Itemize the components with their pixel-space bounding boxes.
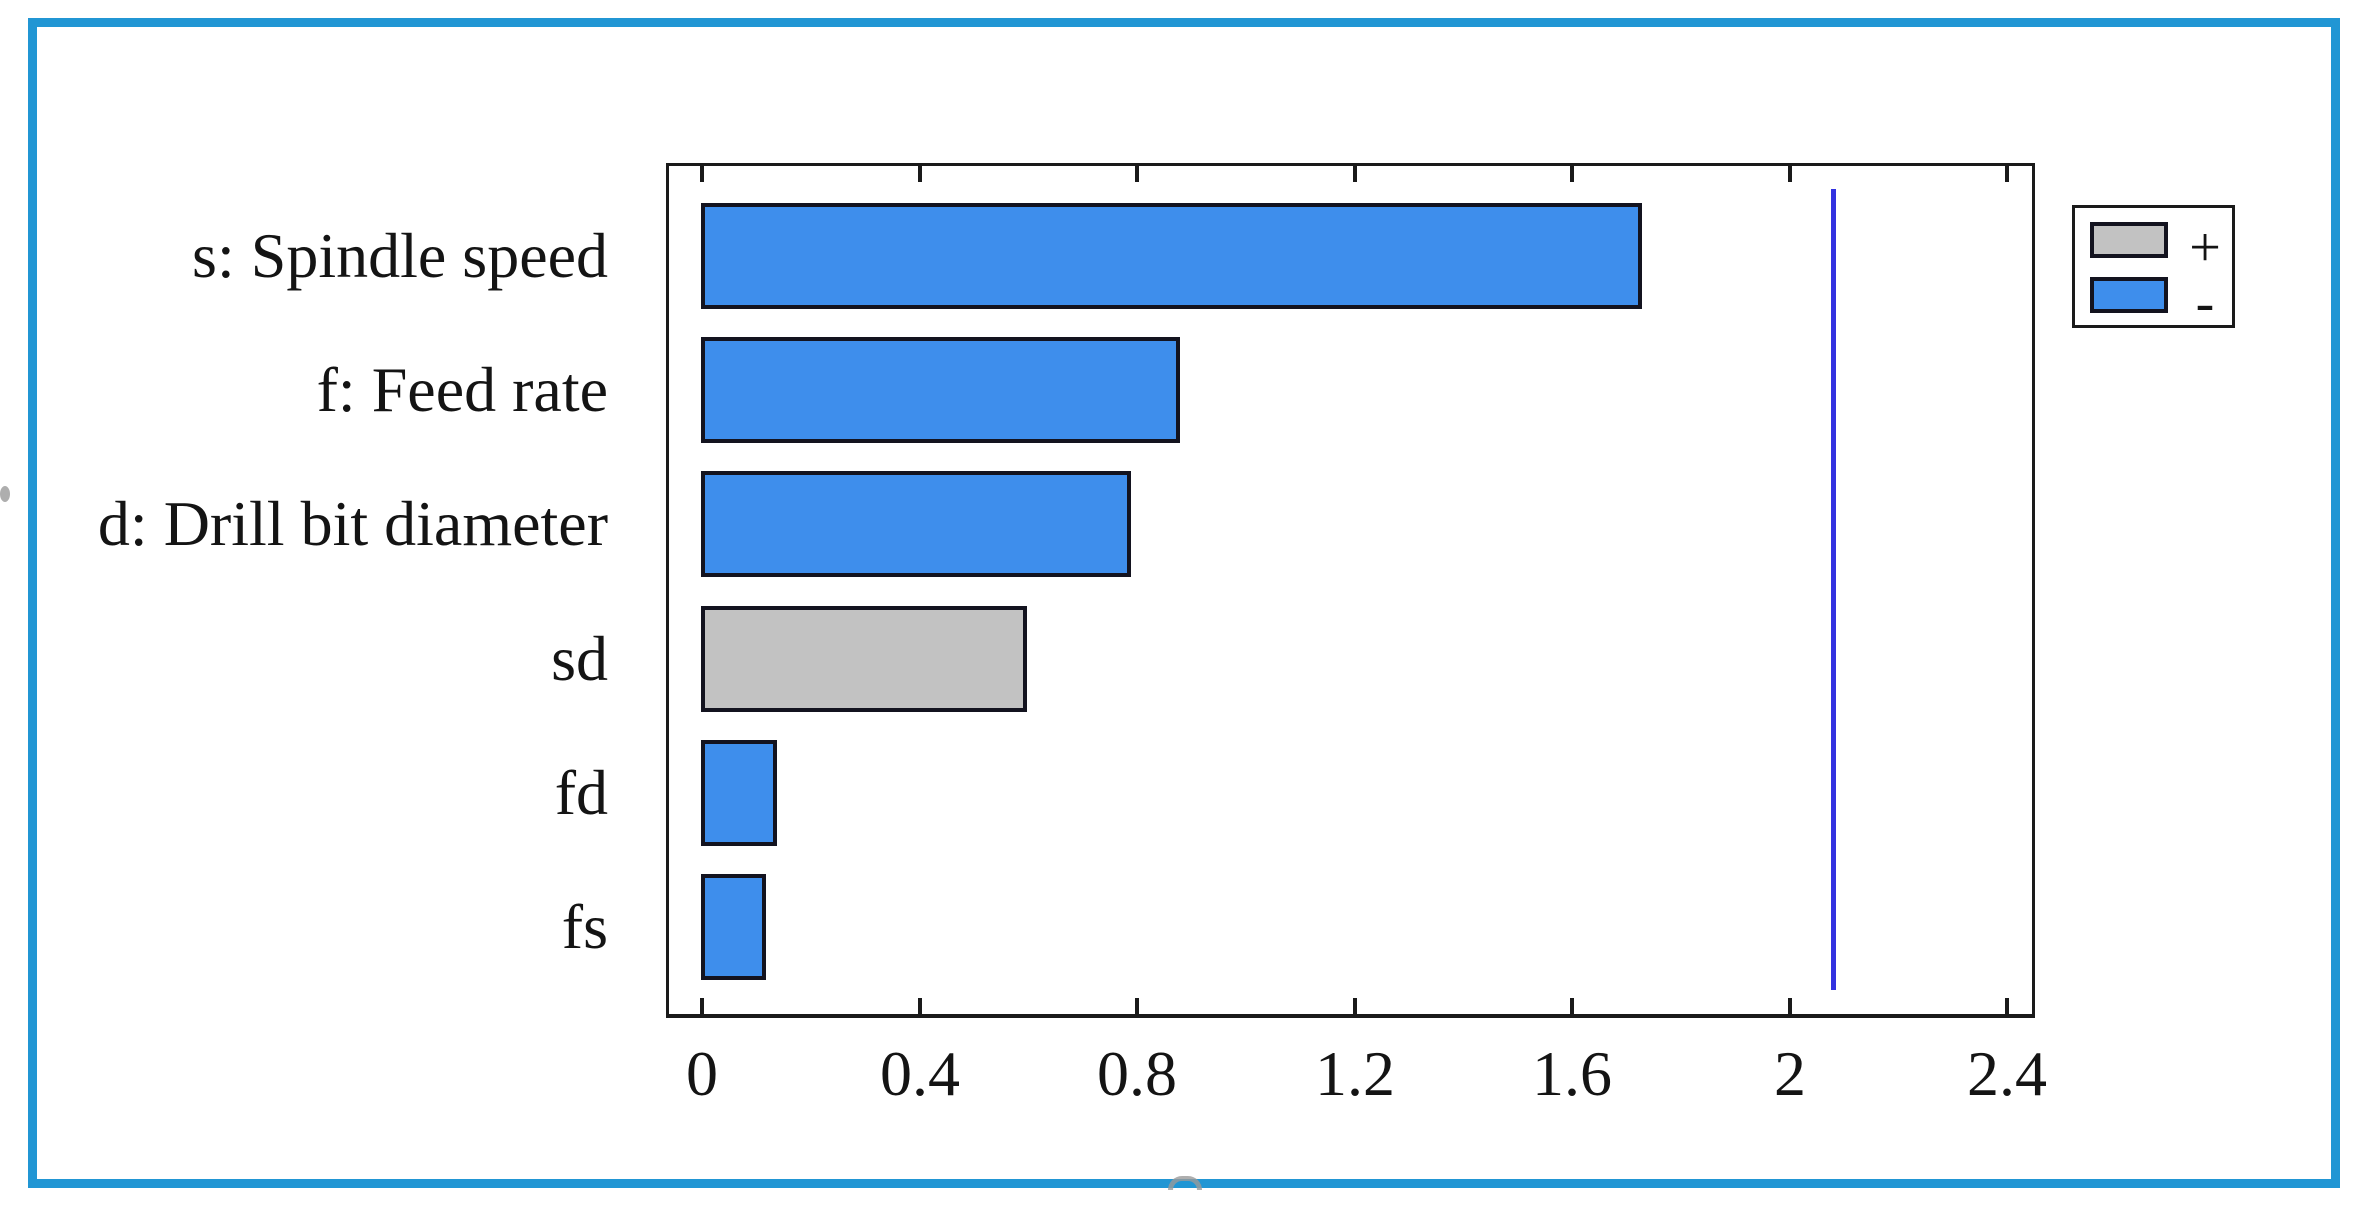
category-label-1: f: Feed rate <box>316 354 608 425</box>
x-tick-bottom-4 <box>1570 998 1574 1014</box>
x-tick-top-2 <box>1135 166 1139 182</box>
x-tick-top-0 <box>700 166 704 182</box>
legend-label-plus: + <box>2189 217 2221 279</box>
bar-5 <box>701 874 766 980</box>
x-tick-label-1: 0.4 <box>880 1038 960 1109</box>
legend-swatch-minus <box>2090 277 2168 313</box>
x-tick-bottom-1 <box>918 998 922 1014</box>
x-tick-label-6: 2.4 <box>1967 1038 2047 1109</box>
x-tick-top-4 <box>1570 166 1574 182</box>
x-tick-top-5 <box>1788 166 1792 182</box>
x-tick-bottom-5 <box>1788 998 1792 1014</box>
x-tick-bottom-6 <box>2005 998 2009 1014</box>
category-label-0: s: Spindle speed <box>192 220 608 291</box>
category-label-3: sd <box>551 623 608 694</box>
category-label-5: fs <box>561 891 608 962</box>
legend-label-minus: - <box>2195 272 2215 334</box>
category-label-4: fd <box>554 757 608 828</box>
bar-4 <box>701 740 777 846</box>
category-label-2: d: Drill bit diameter <box>97 488 608 559</box>
bar-2 <box>701 471 1131 577</box>
legend: + - <box>2072 205 2235 334</box>
x-tick-bottom-0 <box>700 998 704 1014</box>
x-tick-bottom-3 <box>1353 998 1357 1014</box>
bar-0 <box>701 203 1642 309</box>
scan-artifact <box>1168 1176 1202 1190</box>
x-tick-top-6 <box>2005 166 2009 182</box>
x-tick-label-4: 1.6 <box>1532 1038 1612 1109</box>
x-tick-bottom-2 <box>1135 998 1139 1014</box>
x-tick-top-1 <box>918 166 922 182</box>
bar-3 <box>701 606 1027 712</box>
x-tick-label-5: 2 <box>1774 1038 1806 1109</box>
bar-1 <box>701 337 1180 443</box>
x-tick-label-0: 0 <box>686 1038 718 1109</box>
x-tick-label-3: 1.2 <box>1315 1038 1395 1109</box>
x-tick-top-3 <box>1353 166 1357 182</box>
scan-artifact <box>0 486 10 502</box>
legend-swatch-plus <box>2090 222 2168 258</box>
reference-line <box>1831 189 1836 990</box>
x-tick-label-2: 0.8 <box>1097 1038 1177 1109</box>
